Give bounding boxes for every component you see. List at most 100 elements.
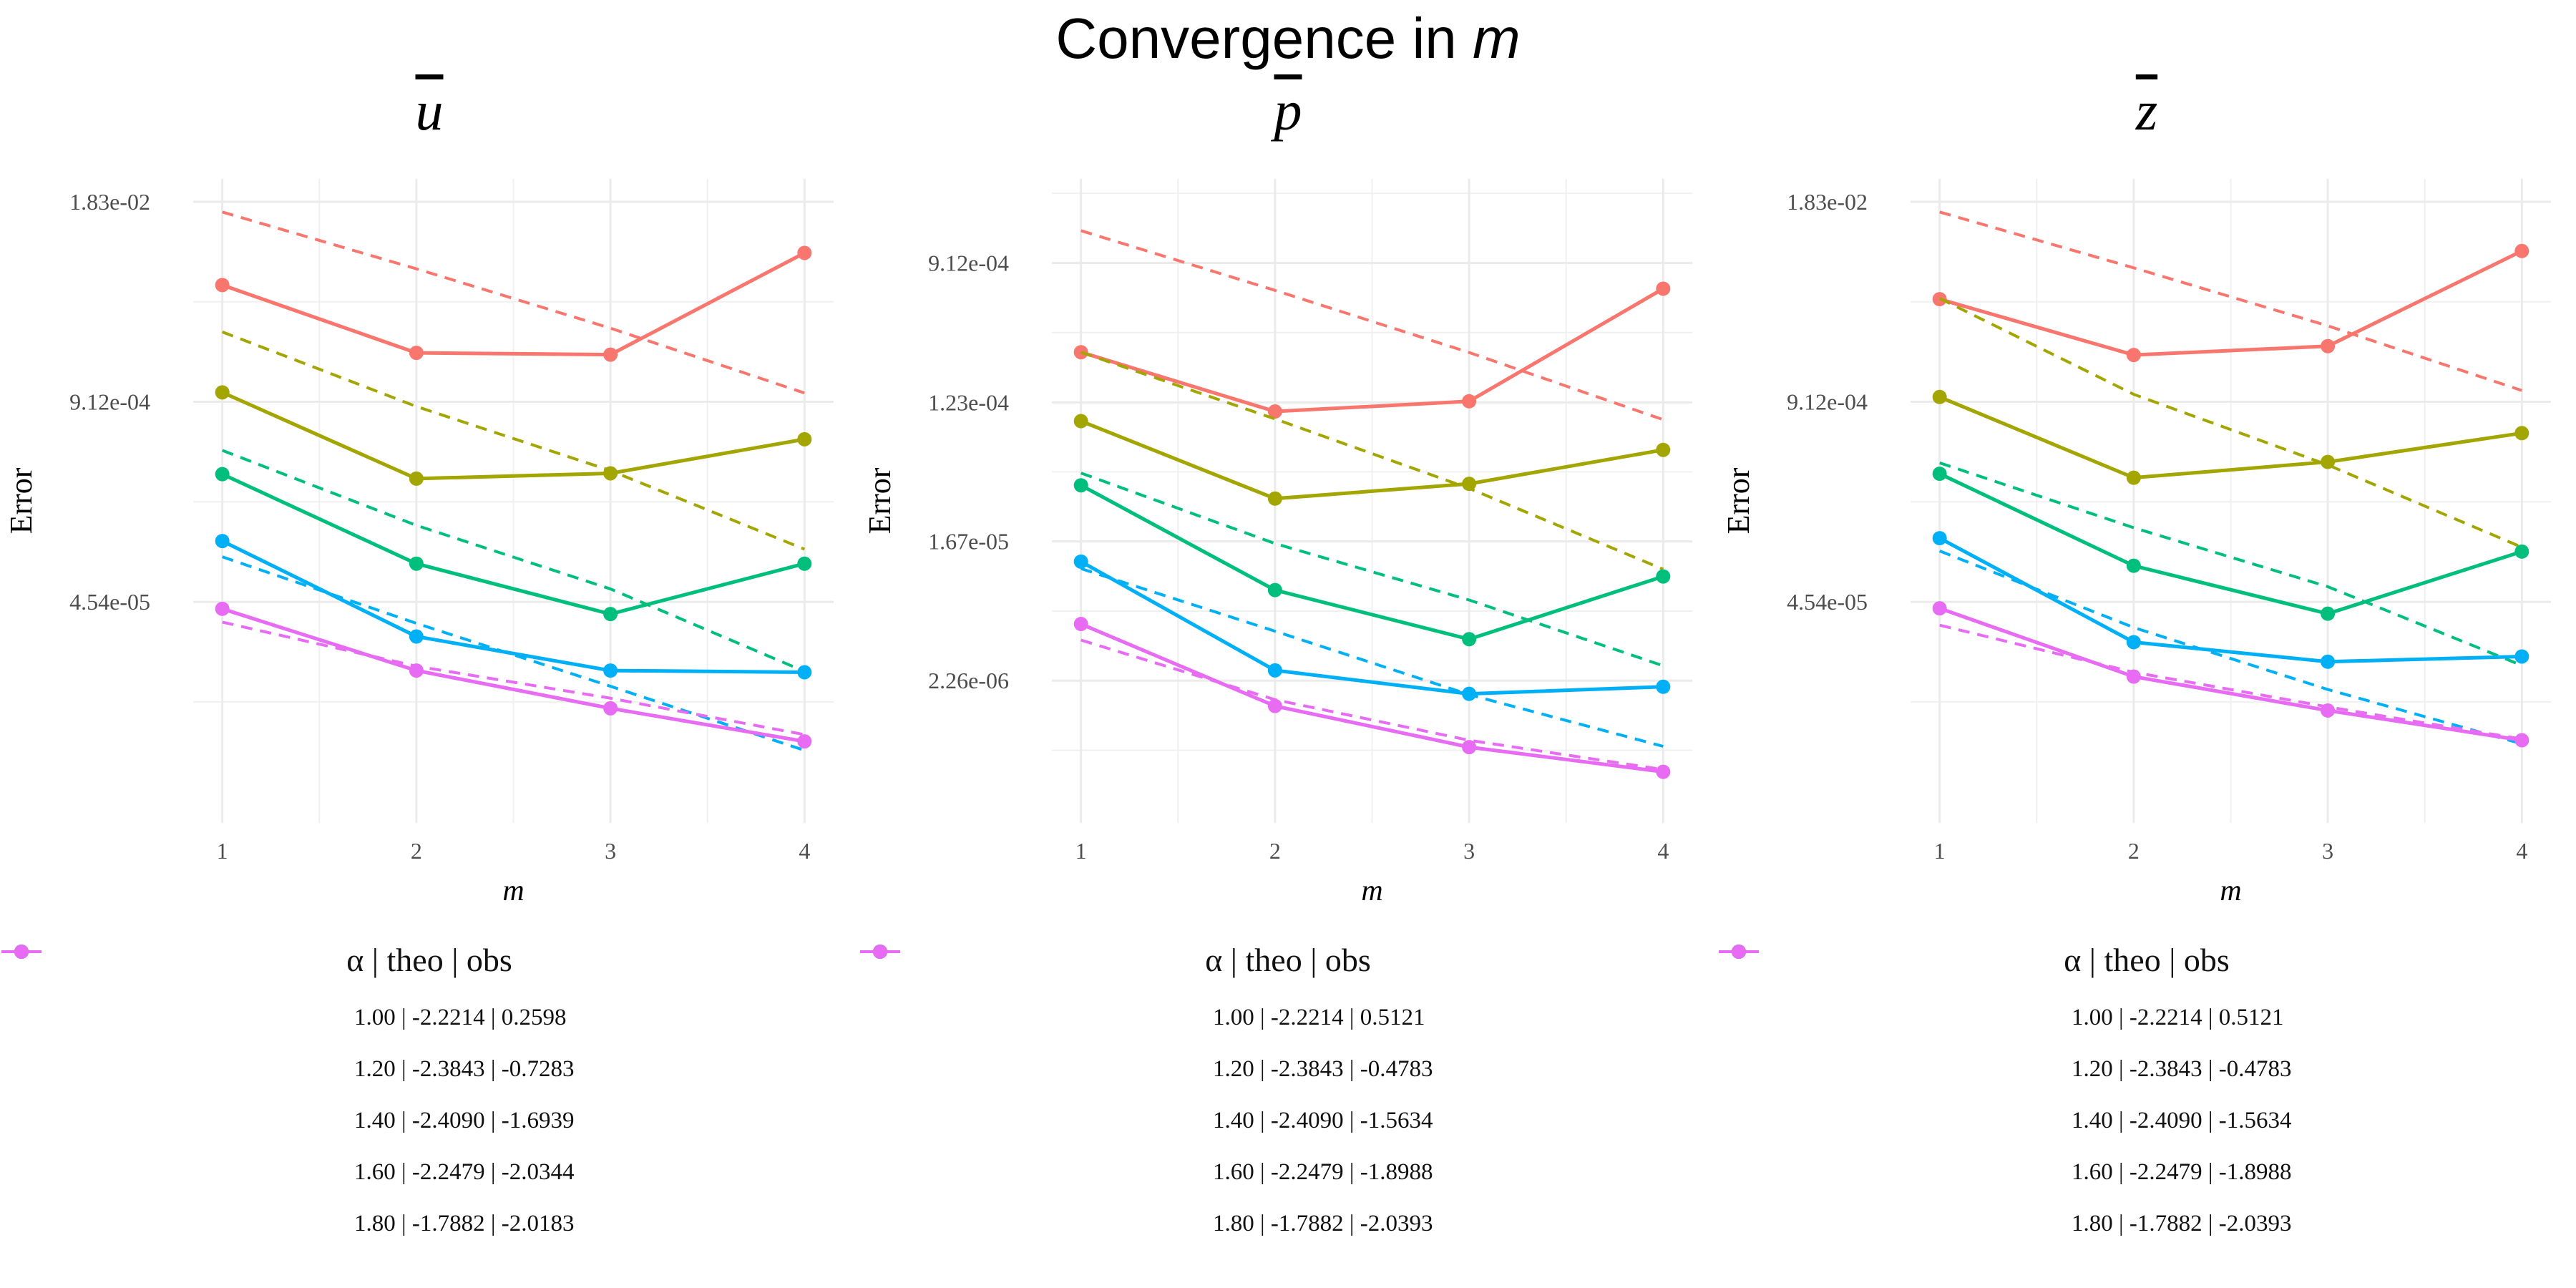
theoretical-line: [221, 330, 806, 551]
legend-label: 1.00 | -2.2214 | 0.5121: [1213, 1004, 1425, 1030]
theoretical-line: [1080, 567, 1664, 748]
gridlines: [193, 179, 834, 823]
data-point: [1932, 601, 1947, 616]
theoretical-line: [1938, 297, 2523, 549]
series: [1932, 531, 2529, 746]
legend-item: 1.00 | -2.2214 | 0.5121: [1719, 945, 2576, 1043]
observed-line: [1938, 536, 2522, 664]
data-point: [1656, 569, 1671, 584]
legend-item: 1.20 | -2.3843 | -0.4783: [860, 945, 1717, 1095]
data-point: [215, 534, 230, 549]
data-point: [409, 346, 424, 361]
data-point: [2321, 703, 2336, 718]
legend: α | theo | obs 1.00 | -2.2214 | 0.5121 1.…: [859, 941, 1717, 1249]
data-point: [1462, 477, 1477, 492]
legend-key: [1, 945, 42, 959]
observed-line: [1938, 606, 2522, 742]
y-axis-label: Error: [1721, 467, 1756, 534]
data-point: [797, 431, 812, 447]
chart-z: 1 2 3 4 1.83e-02 9.12e-04 4.54e-05 m Error: [1721, 179, 2551, 907]
data-point: [215, 385, 230, 400]
x-tick-label: 3: [2322, 838, 2333, 864]
legend: α | theo | obs 1.00 | -2.2214 | 0.2598 1.…: [0, 941, 859, 1249]
data-point: [1462, 740, 1477, 755]
data-point: [1656, 764, 1671, 779]
observed-line: [221, 539, 805, 674]
series: [1073, 554, 1671, 748]
data-point: [2126, 470, 2141, 485]
data-point: [603, 701, 618, 716]
y-tick-label: 9.12e-04: [69, 389, 150, 414]
legend-item: 1.60 | -2.2479 | -2.0344: [1, 945, 859, 1198]
data-point: [215, 467, 230, 482]
x-tick-label: 4: [2516, 838, 2527, 864]
legend-items: 1.00 | -2.2214 | 0.2598 1.20 | -2.3843 | …: [1, 945, 859, 1249]
data-point: [2514, 243, 2529, 258]
data-point: [2321, 338, 2336, 353]
series: [1932, 461, 2529, 667]
legend-label: 1.40 | -2.4090 | -1.6939: [354, 1107, 575, 1133]
y-tick-label: 4.54e-05: [1787, 589, 1868, 615]
x-tick-label: 4: [1657, 838, 1669, 864]
observed-line: [1080, 622, 1664, 774]
theoretical-line: [1939, 461, 2523, 667]
data-point: [797, 734, 812, 749]
observed-line: [221, 607, 805, 743]
series: [215, 449, 812, 673]
legend-label: 1.40 | -2.4090 | -1.5634: [2072, 1107, 2292, 1133]
legend-label: 1.20 | -2.3843 | -0.4783: [2072, 1055, 2292, 1082]
legend-items: 1.00 | -2.2214 | 0.5121 1.20 | -2.3843 | …: [1719, 945, 2576, 1249]
theoretical-line: [222, 210, 805, 395]
data-point: [797, 665, 812, 680]
data-point: [2126, 348, 2141, 363]
series: [1073, 351, 1671, 571]
legend-item: 1.40 | -2.4090 | -1.6939: [1, 945, 859, 1146]
data-point: [603, 347, 618, 362]
legend-title: α | theo | obs: [1205, 942, 1371, 978]
data-point: [1932, 531, 1947, 546]
data-point: [1267, 491, 1282, 506]
data-point: [1267, 663, 1282, 678]
observed-line: [1080, 484, 1664, 641]
observed-line: [221, 391, 805, 481]
data-point: [1656, 442, 1671, 457]
data-point: [2126, 635, 2141, 650]
x-tick-label: 1: [1934, 838, 1946, 864]
legend-items: 1.00 | -2.2214 | 0.5121 1.20 | -2.3843 | …: [860, 945, 1717, 1249]
y-tick-label: 2.26e-06: [928, 668, 1009, 693]
data-point: [215, 278, 230, 293]
panel-p: p 1 2 3 4 9.12e-04 1.23e-04 1.67e-05 2.26e-06 m E…: [859, 0, 1717, 1288]
legend: α | theo | obs 1.00 | -2.2214 | 0.5121 1.…: [1717, 941, 2576, 1249]
legend-item: 1.20 | -2.3843 | -0.7283: [1, 945, 859, 1095]
panel-z: z 1 2 3 4 1.83e-02 9.12e-04 4.54e-05 m Error α |…: [1717, 0, 2576, 1288]
observed-line: [1938, 249, 2523, 357]
legend-item: 1.60 | -2.2479 | -1.8988: [1719, 945, 2576, 1198]
y-axis-label: Error: [862, 467, 897, 534]
panel-title: p: [1274, 79, 1302, 142]
observed-line: [1080, 419, 1664, 501]
theoretical-line: [1939, 210, 2522, 392]
data-point: [2514, 649, 2529, 664]
legend-item: 1.40 | -2.4090 | -1.5634: [1719, 945, 2576, 1146]
data-point: [409, 471, 424, 486]
theoretical-line: [1939, 623, 2522, 741]
legend-label: 1.20 | -2.3843 | -0.4783: [1213, 1055, 1433, 1082]
data-point: [1656, 679, 1671, 694]
legend-item: 1.00 | -2.2214 | 0.2598: [1, 945, 859, 1043]
series: [1073, 617, 1671, 779]
data-point: [1073, 554, 1088, 569]
theoretical-line: [1080, 351, 1664, 571]
y-tick-label: 1.83e-02: [1787, 189, 1868, 215]
legend-label: 1.00 | -2.2214 | 0.2598: [354, 1004, 567, 1030]
series: [1073, 229, 1671, 421]
legend-label: 1.20 | -2.3843 | -0.7283: [354, 1055, 575, 1082]
figure-title: Convergence in m: [1055, 6, 1521, 70]
data-point: [409, 629, 424, 644]
legend-item: 1.60 | -2.2479 | -1.8988: [860, 945, 1717, 1198]
series: [215, 330, 812, 551]
data-point: [603, 466, 618, 481]
legend-label: 1.60 | -2.2479 | -1.8988: [2072, 1158, 2292, 1185]
legend-label: 1.40 | -2.4090 | -1.5634: [1213, 1107, 1433, 1133]
x-tick-label: 3: [605, 838, 616, 864]
legend-item: 1.40 | -2.4090 | -1.5634: [860, 945, 1717, 1146]
